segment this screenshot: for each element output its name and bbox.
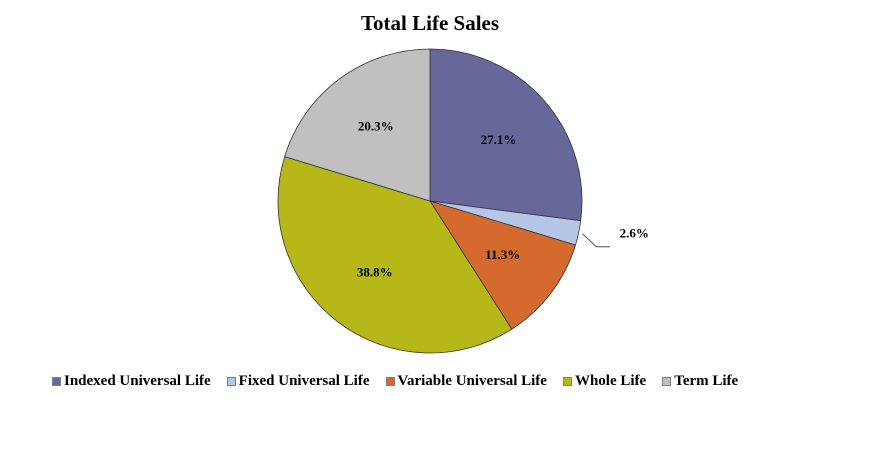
legend-label: Term Life (674, 372, 739, 389)
legend-swatch (562, 376, 572, 386)
legend-swatch (385, 376, 395, 386)
slice-label-indexed-universal-life: 27.1% (481, 132, 517, 147)
leader-lines (582, 233, 611, 248)
slice-label-fixed-universal-life: 2.6% (620, 226, 649, 241)
legend-item-variable-universal-life: Variable Universal Life (385, 372, 547, 390)
legend: Indexed Universal Life Fixed Universal Li… (52, 371, 754, 391)
legend-label: Indexed Universal Life (64, 372, 211, 389)
leader-line (582, 233, 611, 248)
legend-swatch (226, 376, 236, 386)
pie-slice-indexed-universal-life (429, 48, 583, 222)
legend-swatch (52, 376, 61, 386)
slice-label-variable-universal-life: 11.3% (485, 247, 520, 262)
legend-item-indexed-universal-life: Indexed Universal Life (52, 373, 211, 390)
legend-item-whole-life: Whole Life (562, 372, 647, 390)
legend-label: Variable Universal Life (397, 372, 547, 389)
slice-label-whole-life: 38.8% (357, 265, 393, 280)
pie-slice-whole-life (277, 156, 513, 354)
pie-slices (277, 48, 583, 354)
legend-item-fixed-universal-life: Fixed Universal Life (226, 372, 370, 390)
legend-label: Whole Life (574, 372, 647, 389)
pie-slice-variable-universal-life (429, 200, 576, 330)
pie-slice-term-life (284, 48, 431, 202)
legend-swatch (662, 376, 672, 386)
legend-label: Fixed Universal Life (238, 372, 370, 389)
slice-label-term-life: 20.3% (358, 119, 394, 134)
slice-labels: 27.1% 2.6% 11.3% 38.8% 20.3% (357, 119, 649, 280)
legend-item-term-life: Term Life (662, 373, 738, 390)
chart-title: Total Life Sales (360, 11, 500, 35)
